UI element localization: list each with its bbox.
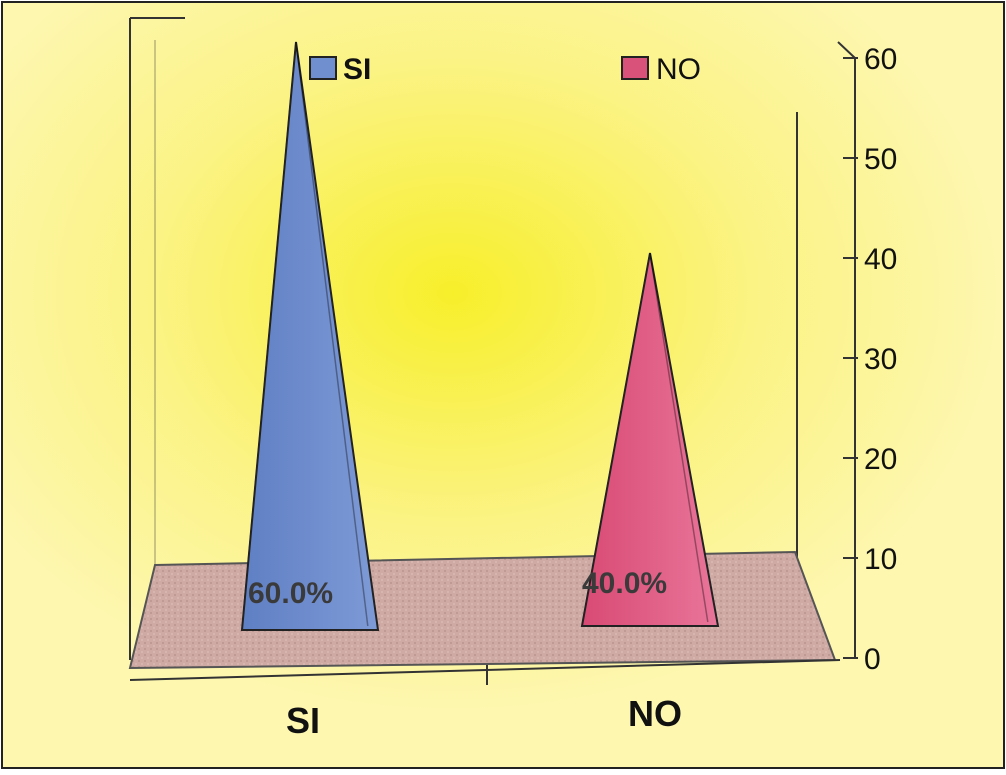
chart-floor xyxy=(128,550,837,670)
bar-no-ridge xyxy=(649,252,709,623)
y-axis-ticks: 0 10 20 30 40 50 60 xyxy=(843,43,897,676)
data-label-si: 60.0% xyxy=(248,577,333,610)
y-tick-label: 20 xyxy=(864,443,897,476)
legend-label-no: NO xyxy=(656,53,701,86)
bars-group xyxy=(240,41,720,631)
legend-swatch-no xyxy=(621,56,649,80)
y-tick-label: 0 xyxy=(864,643,881,676)
bar-no-front-face xyxy=(580,252,720,627)
bar-no xyxy=(580,252,720,627)
bar-si-ridge xyxy=(295,41,369,627)
bar-si-front-face xyxy=(240,41,380,631)
y-tick-label: 30 xyxy=(864,343,897,376)
legend: SI NO xyxy=(309,53,701,86)
bar-si xyxy=(240,41,380,631)
legend-swatch-si xyxy=(309,56,337,80)
x-axis-line xyxy=(129,659,841,681)
category-label-no: NO xyxy=(628,693,682,734)
legend-label-si: SI xyxy=(343,53,371,86)
y-axis-top-diagonal xyxy=(837,41,856,59)
y-tick-label: 60 xyxy=(864,43,897,76)
y-tick-label: 10 xyxy=(864,543,897,576)
y-tick-label: 50 xyxy=(864,143,897,176)
y-tick-label: 40 xyxy=(864,243,897,276)
category-label-si: SI xyxy=(286,700,320,741)
data-label-no: 40.0% xyxy=(582,567,667,600)
